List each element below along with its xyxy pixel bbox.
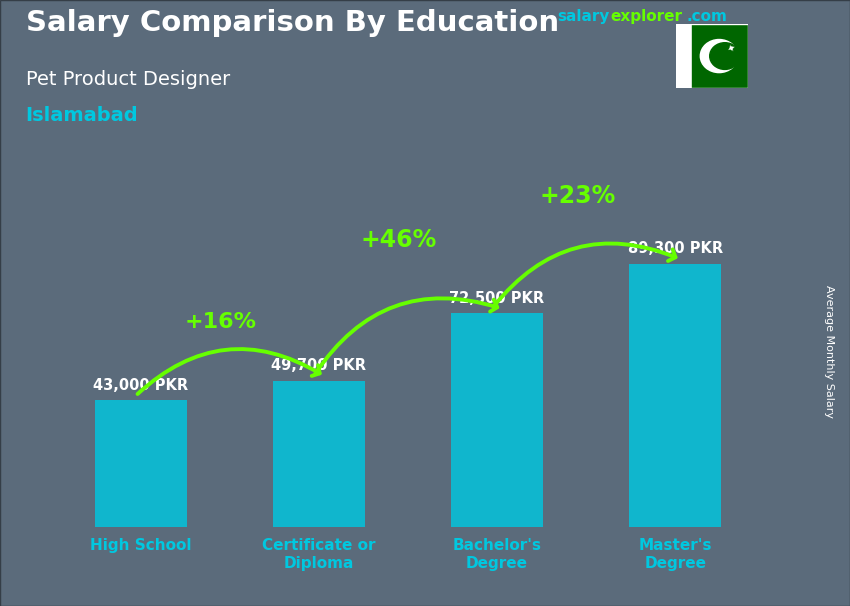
Text: 72,500 PKR: 72,500 PKR	[450, 291, 545, 306]
Text: +46%: +46%	[361, 228, 437, 252]
Bar	[692, 24, 748, 88]
Bar	[273, 381, 366, 527]
Bar	[629, 264, 722, 527]
Text: salary: salary	[557, 9, 609, 24]
Bar	[450, 313, 543, 527]
Text: Pet Product Designer: Pet Product Designer	[26, 70, 230, 88]
Circle shape	[700, 39, 738, 73]
Text: Islamabad: Islamabad	[26, 106, 138, 125]
Circle shape	[710, 42, 740, 70]
Text: 89,300 PKR: 89,300 PKR	[627, 241, 722, 256]
Text: 49,700 PKR: 49,700 PKR	[271, 358, 366, 373]
Text: 43,000 PKR: 43,000 PKR	[94, 378, 189, 393]
Text: +16%: +16%	[185, 311, 257, 331]
Text: +23%: +23%	[539, 184, 615, 208]
Text: .com: .com	[687, 9, 728, 24]
Text: ✦: ✦	[726, 44, 738, 56]
Text: explorer: explorer	[610, 9, 683, 24]
Text: Average Monthly Salary: Average Monthly Salary	[824, 285, 834, 418]
Bar	[94, 401, 187, 527]
Bar	[676, 24, 692, 88]
Text: Salary Comparison By Education: Salary Comparison By Education	[26, 9, 558, 37]
